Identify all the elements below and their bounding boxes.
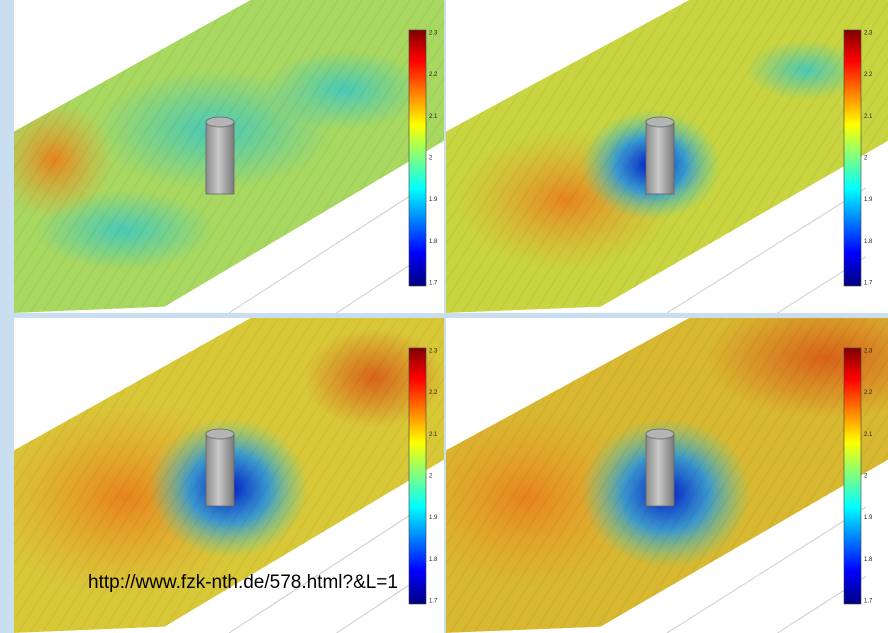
colorbar-tick-label: 1.9 — [429, 515, 438, 521]
colorbar-tick-label: 1.9 — [864, 515, 873, 521]
colorbar-tick-label: 2.3 — [429, 31, 438, 37]
colorbar-tick-label: 2.2 — [864, 390, 873, 396]
colorbar-tick-label: 1.8 — [864, 239, 873, 245]
colorbar-tick-label: 2.1 — [429, 432, 438, 438]
colorbar-tick-label: 2.1 — [864, 432, 873, 438]
colorbar-tick-label: 2.3 — [429, 349, 438, 355]
colorbar-tick-label: 2.3 — [864, 31, 873, 37]
colorbar-tick-label: 2.1 — [429, 114, 438, 120]
cylinder — [646, 434, 674, 506]
colorbar-tick-label: 1.8 — [429, 239, 438, 245]
colorbar-tick-label: 1.8 — [864, 557, 873, 563]
cylinder-top — [206, 429, 234, 439]
cylinder — [646, 122, 674, 194]
caption: http://www.fzk-nth.de/578.html?&L=1 — [88, 572, 398, 593]
colorbar-tick-label: 2.1 — [864, 114, 873, 120]
colorbar-tick-label: 2.2 — [429, 390, 438, 396]
colorbar-tick-label: 2.2 — [864, 72, 873, 78]
cylinder-top — [646, 117, 674, 127]
colorbar — [844, 30, 861, 286]
colorbar-tick-label: 2.2 — [429, 72, 438, 78]
colorbar-tick-label: 1.8 — [429, 557, 438, 563]
colorbar-tick-label: 1.7 — [864, 281, 873, 287]
colorbar-tick-label: 2.3 — [864, 349, 873, 355]
colorbar — [409, 30, 426, 286]
colorbar — [844, 348, 861, 604]
slide: 2.32.22.121.91.81.72.32.22.121.91.81.72.… — [0, 0, 888, 633]
cylinder — [206, 434, 234, 506]
colorbar-tick-label: 1.7 — [429, 281, 438, 287]
colorbar-tick-label: 1.9 — [429, 197, 438, 203]
cylinder-top — [206, 117, 234, 127]
colorbar-tick-label: 1.7 — [429, 599, 438, 605]
colorbar — [409, 348, 426, 604]
colorbar-tick-label: 1.7 — [864, 599, 873, 605]
colorbar-tick-label: 1.9 — [864, 197, 873, 203]
cylinder — [206, 122, 234, 194]
cylinder-top — [646, 429, 674, 439]
